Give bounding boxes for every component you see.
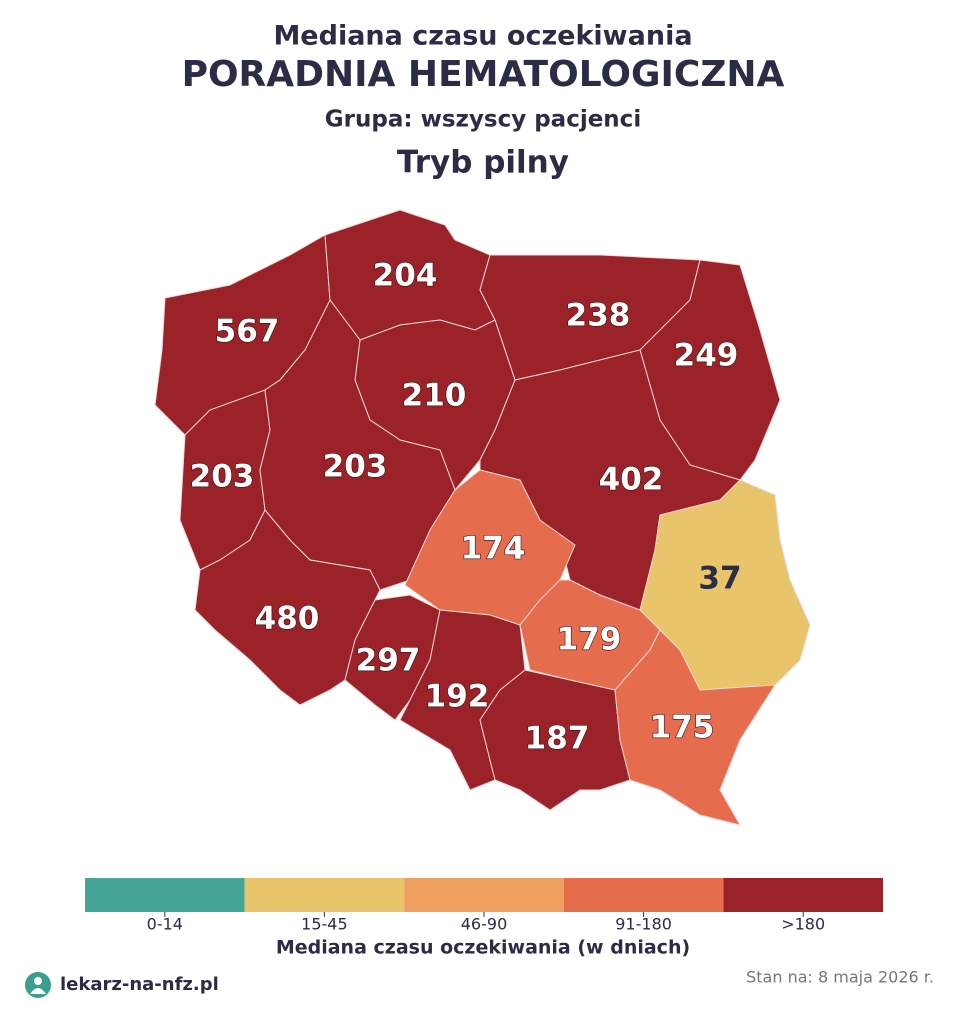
legend-swatch [85, 878, 245, 912]
legend-swatch [244, 878, 405, 912]
region-value: 567 [215, 314, 280, 350]
region-value: 210 [402, 378, 467, 414]
region-value: 203 [323, 449, 388, 485]
region-value: 297 [356, 643, 421, 679]
region-value: 174 [461, 531, 526, 567]
logo-body [30, 988, 46, 994]
region-value: 204 [373, 258, 438, 294]
region-value: 179 [557, 622, 622, 658]
region-value: 480 [255, 601, 320, 637]
brand: lekarz-na-nfz.pl [60, 974, 219, 995]
title: PORADNIA HEMATOLOGICZNA [182, 54, 785, 95]
legend-label: 15-45 [301, 915, 348, 934]
region-value: 187 [525, 721, 590, 757]
region-value: 192 [425, 679, 490, 715]
region [344, 594, 441, 721]
legend-title: Mediana czasu oczekiwania (w dniach) [276, 937, 690, 959]
region-value: 37 [698, 561, 741, 597]
logo-head [34, 977, 42, 985]
legend-swatch [404, 878, 564, 912]
region-value: 238 [566, 298, 631, 334]
region-value: 203 [190, 459, 255, 495]
legend-swatch [723, 878, 883, 912]
legend-label: 0-14 [147, 915, 183, 934]
date: Stan na: 8 maja 2026 r. [746, 968, 934, 987]
title-line: Mediana czasu oczekiwania [273, 21, 692, 52]
legend-label: 91-180 [615, 915, 672, 934]
region-value: 402 [599, 462, 664, 498]
region-value: 175 [650, 710, 715, 746]
legend-label: >180 [781, 915, 825, 934]
region [614, 629, 776, 826]
mode: Tryb pilny [397, 145, 569, 181]
subtitle: Grupa: wszyscy pacjenci [325, 107, 641, 133]
region-value: 249 [674, 338, 739, 374]
legend-label: 46-90 [461, 915, 508, 934]
legend-swatch [563, 878, 724, 912]
